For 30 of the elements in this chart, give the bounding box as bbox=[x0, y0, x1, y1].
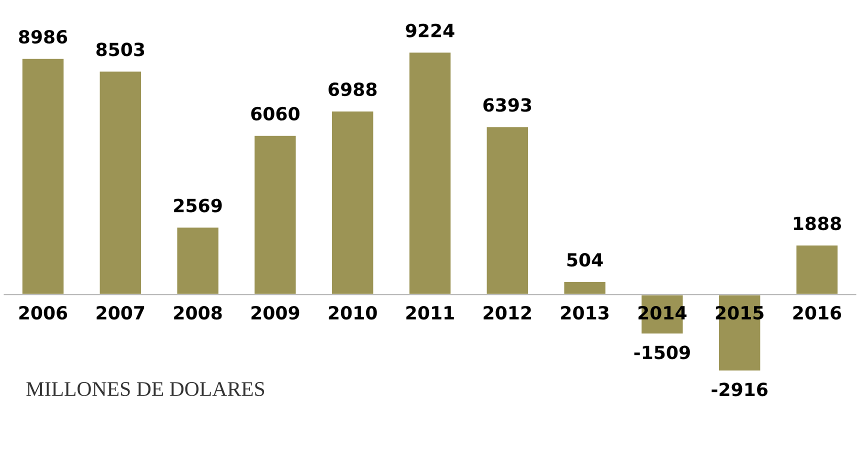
bar bbox=[795, 244, 839, 296]
data-label: -1509 bbox=[634, 346, 690, 360]
bar bbox=[330, 110, 375, 296]
x-tick-label: 2010 bbox=[328, 306, 377, 320]
data-label: 8986 bbox=[18, 30, 68, 44]
bar bbox=[21, 58, 65, 296]
data-label: 6060 bbox=[251, 106, 300, 121]
data-label: 504 bbox=[567, 252, 603, 267]
data-label: 2569 bbox=[174, 198, 222, 212]
x-tick-label: 2016 bbox=[793, 306, 842, 320]
x-tick-label: 2012 bbox=[484, 306, 531, 320]
data-label: 6393 bbox=[483, 98, 532, 112]
x-tick-label: 2013 bbox=[561, 306, 608, 320]
bar bbox=[562, 280, 607, 296]
data-label: 1888 bbox=[794, 216, 842, 230]
bar bbox=[253, 134, 298, 296]
x-tick-label: 2009 bbox=[252, 306, 300, 320]
x-tick-label: 2006 bbox=[19, 306, 68, 320]
x-tick-label: 2008 bbox=[174, 306, 222, 320]
data-label: 8503 bbox=[96, 42, 144, 56]
data-label: 9224 bbox=[406, 24, 454, 38]
x-tick-label: 2011 bbox=[406, 306, 454, 320]
bar bbox=[485, 126, 530, 296]
data-label: -2916 bbox=[712, 382, 768, 396]
x-tick-label: 2007 bbox=[96, 306, 144, 320]
bar bbox=[408, 51, 452, 296]
text: MILLONES DE DOLARES bbox=[26, 382, 264, 396]
bar bbox=[176, 226, 220, 296]
bar bbox=[98, 70, 142, 296]
data-label: 6988 bbox=[328, 82, 377, 96]
